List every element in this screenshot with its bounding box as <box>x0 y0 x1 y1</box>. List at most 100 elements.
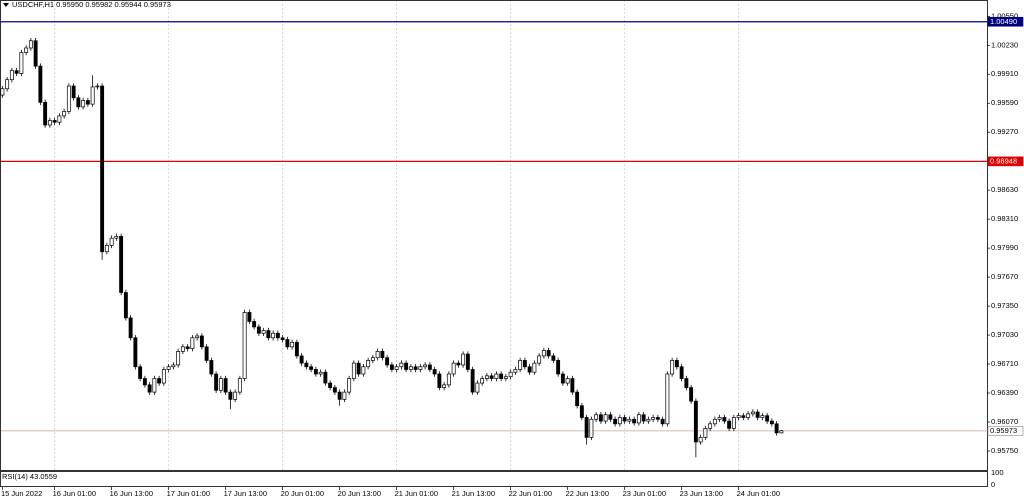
candle-body <box>342 391 347 400</box>
candle-body <box>218 378 223 391</box>
candle-body <box>622 417 627 422</box>
candle-body <box>598 414 603 422</box>
candle-body <box>427 364 432 370</box>
x-tick-label: 23 Jun 01:00 <box>623 489 666 498</box>
candle-body <box>328 382 333 388</box>
candle-body <box>85 100 90 105</box>
candle-body <box>499 373 504 379</box>
candle-body <box>404 362 409 370</box>
candle-body <box>760 415 765 418</box>
candle-body <box>655 417 660 420</box>
candle-body <box>161 369 166 384</box>
candle-body <box>28 40 33 49</box>
x-tick-label: 17 Jun 13:00 <box>224 489 267 498</box>
candle-body <box>142 378 147 386</box>
candle-body <box>537 355 542 364</box>
candle-body <box>104 245 109 253</box>
candle-body <box>280 337 285 340</box>
candle-body <box>247 312 252 322</box>
candle-body <box>242 312 247 379</box>
y-tick-label: 0.97350 <box>991 301 1018 310</box>
price-level-label: 1.00490 <box>990 17 1017 26</box>
candle-body <box>522 360 527 368</box>
candle-body <box>204 346 209 361</box>
chart-title: USDCHF,H1 0.95950 0.95982 0.95944 0.9597… <box>12 0 171 9</box>
candle-body <box>513 369 518 373</box>
candle-body <box>518 360 523 370</box>
candle-body <box>266 330 271 339</box>
candle-body <box>81 100 86 108</box>
candle-body <box>750 411 755 415</box>
price-level-label: 0.95973 <box>990 426 1017 435</box>
x-tick-label: 16 Jun 13:00 <box>110 489 153 498</box>
candle-body <box>76 97 81 108</box>
plot-area <box>0 0 987 470</box>
candle-body <box>399 362 404 368</box>
y-tick-label: 0.95750 <box>991 446 1018 455</box>
candle-body <box>565 378 570 384</box>
candle-body <box>423 364 428 368</box>
y-tick-label: 0.97990 <box>991 243 1018 252</box>
candle-body <box>47 120 52 126</box>
candle-body <box>33 40 38 67</box>
x-tick-label: 22 Jun 13:00 <box>566 489 609 498</box>
candle-body <box>708 423 713 429</box>
candle-body <box>351 362 356 379</box>
candle-body <box>9 70 14 81</box>
candle-body <box>608 414 613 420</box>
x-tick-label: 21 Jun 01:00 <box>395 489 438 498</box>
candle-body <box>717 417 722 420</box>
candle-body <box>5 79 10 90</box>
candle-body <box>290 341 295 348</box>
candle-body <box>237 378 242 393</box>
candle-body <box>442 384 447 388</box>
x-tick-label: 20 Jun 13:00 <box>338 489 381 498</box>
candle-body <box>456 362 461 366</box>
candle-body <box>152 378 157 393</box>
candle-body <box>294 341 299 357</box>
candle-body <box>632 418 637 424</box>
candle-body <box>0 88 5 96</box>
candle-body <box>19 52 24 74</box>
candle-body <box>679 366 684 379</box>
candle-body <box>731 417 736 429</box>
candle-body <box>693 400 698 443</box>
candle-body <box>209 360 214 375</box>
y-tick-label: 0.97030 <box>991 330 1018 339</box>
candle-body <box>90 86 95 105</box>
candle-body <box>575 391 580 407</box>
x-tick-label: 16 Jun 01:00 <box>53 489 96 498</box>
candle-body <box>594 414 599 420</box>
candle-body <box>746 413 751 418</box>
candle-body <box>147 384 152 393</box>
candle-body <box>765 415 770 422</box>
candle-body <box>223 378 228 393</box>
candle-body <box>166 366 171 370</box>
candle-body <box>589 418 594 438</box>
candle-body <box>670 360 675 375</box>
candle-body <box>494 373 499 379</box>
candle-body <box>389 364 394 370</box>
candle-body <box>271 332 276 339</box>
candle-body <box>774 423 779 434</box>
candle-body <box>613 418 618 425</box>
menu-triangle[interactable] <box>3 3 9 7</box>
y-tick-label: 1.00550 <box>991 11 1018 20</box>
candle-body <box>446 373 451 386</box>
y-tick-label: 0.99910 <box>991 69 1018 78</box>
candle-body <box>651 417 656 420</box>
candle-body <box>95 85 100 88</box>
candle-body <box>470 369 475 393</box>
candle-body <box>228 391 233 400</box>
candle-body <box>503 376 508 379</box>
y-tick-label: 1.00230 <box>991 40 1018 49</box>
candle-body <box>285 339 290 348</box>
candle-body <box>684 378 689 388</box>
candle-body <box>119 236 124 293</box>
x-tick-label: 17 Jun 01:00 <box>167 489 210 498</box>
candle-body <box>674 360 679 368</box>
candle-body <box>736 415 741 418</box>
x-tick-label: 22 Jun 01:00 <box>509 489 552 498</box>
candle-body <box>304 362 309 368</box>
candle-body <box>541 350 546 357</box>
